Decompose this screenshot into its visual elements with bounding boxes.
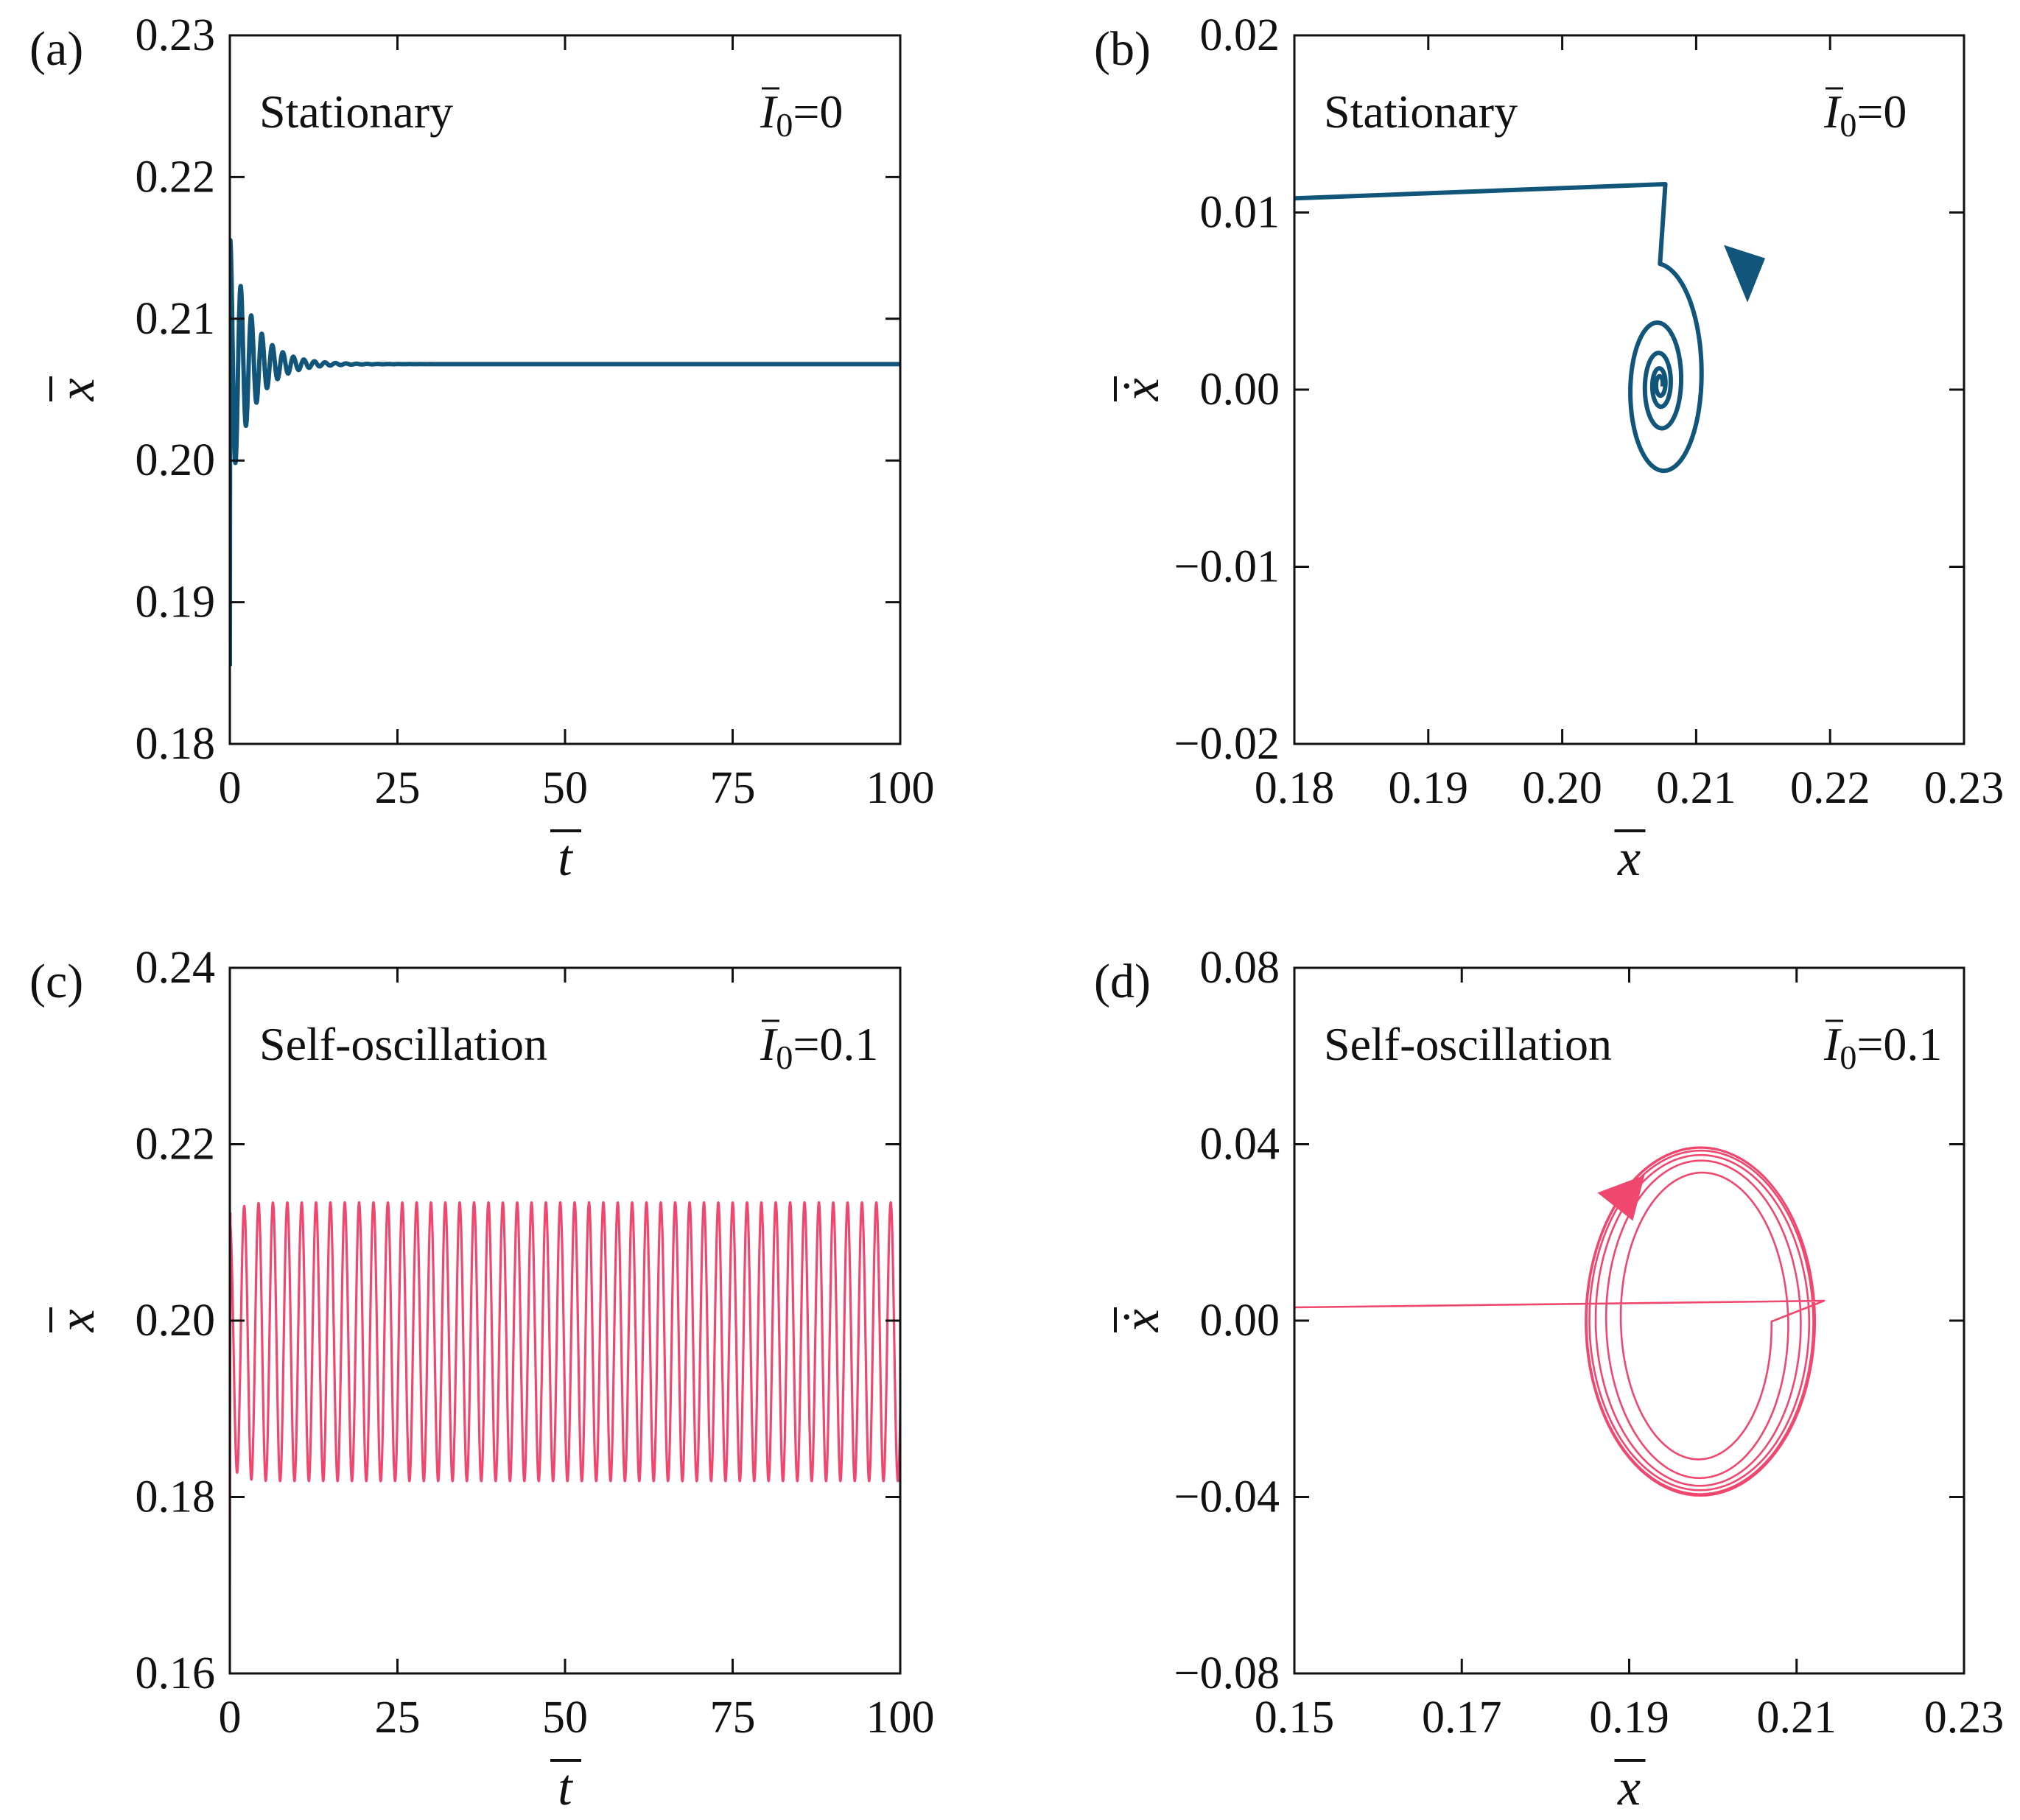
y-tick-label: 0.18	[136, 1472, 216, 1522]
param-label: I0=0.1	[1823, 1018, 1942, 1076]
x-tick-label: 0.23	[1924, 1693, 2005, 1743]
y-tick-label: 0.04	[1200, 1120, 1280, 1170]
y-axis-title: x	[49, 378, 105, 401]
x-tick-label: 25	[375, 1693, 421, 1743]
x-tick-label: 100	[866, 763, 935, 813]
panel-label: (a)	[29, 22, 83, 76]
y-axis-title: ẋ	[1113, 378, 1170, 401]
x-tick-label: 50	[542, 763, 588, 813]
x-tick-label: 75	[710, 1693, 756, 1743]
y-tick-label: 0.08	[1200, 943, 1280, 993]
y-axis-title: ẋ	[1113, 1309, 1170, 1332]
x-tick-label: 0.23	[1924, 763, 2005, 813]
x-axis-title: x	[1617, 830, 1641, 887]
y-tick-label: 0.02	[1200, 10, 1280, 60]
x-tick-label: 0	[219, 1693, 242, 1743]
direction-arrow	[1597, 1175, 1645, 1221]
y-tick-label: 0.22	[136, 1120, 216, 1170]
y-tick-label: 0.23	[136, 10, 216, 60]
plot-frame	[1293, 966, 1965, 1675]
x-tick-label: 0.19	[1389, 763, 1469, 813]
y-axis-title: x	[49, 1309, 105, 1332]
x-tick-label: 0	[219, 763, 242, 813]
y-tick-label: 0.24	[136, 943, 216, 993]
panel-b: 0.18 0.19 0.20 0.21 0.22 0.23 −0.02 −0.01 0.00 0.…	[1094, 10, 2004, 887]
y-axis-title-group: x	[49, 1307, 105, 1333]
x-tick-label: 0.21	[1656, 763, 1736, 813]
regime-label: Self-oscillation	[1324, 1018, 1612, 1070]
x-axis-title: t	[558, 830, 573, 887]
param-label: I0=0.1	[760, 1018, 878, 1076]
y-tick-label: 0.18	[136, 719, 216, 769]
x-tick-label: 0.20	[1522, 763, 1602, 813]
y-axis-title-group: ẋ	[1113, 376, 1170, 402]
y-tick-label: 0.01	[1200, 188, 1280, 238]
x-tick-label: 0.17	[1422, 1693, 1502, 1743]
x-axis-title: x	[1617, 1760, 1641, 1816]
y-tick-label: 0.19	[136, 577, 216, 628]
y-tick-label: 0.21	[136, 294, 216, 344]
regime-label: Stationary	[259, 85, 453, 138]
series-line	[1294, 182, 1704, 474]
y-tick-label: −0.01	[1174, 542, 1280, 592]
y-axis-title-group: x	[49, 376, 105, 402]
param-label: I0=0	[760, 85, 843, 144]
series-line	[230, 1201, 900, 1586]
y-axis-title-group: ẋ	[1113, 1307, 1170, 1333]
y-tick-label: 0.22	[136, 152, 216, 202]
y-tick-label: 0.00	[1200, 1296, 1280, 1346]
x-tick-label: 0.22	[1790, 763, 1870, 813]
regime-label: Self-oscillation	[259, 1018, 547, 1070]
regime-label: Stationary	[1324, 85, 1518, 138]
y-tick-label: 0.16	[136, 1648, 216, 1698]
x-tick-label: 50	[542, 1693, 588, 1743]
series-line	[1294, 1146, 1826, 1497]
y-tick-label: −0.08	[1174, 1648, 1280, 1698]
x-tick-label: 0.18	[1255, 763, 1335, 813]
panel-c: 0 25 50 75 100 0.16 0.18 0.20 0.22 0.24 (c) Self-os…	[29, 943, 935, 1816]
param-label: I0=0	[1823, 85, 1907, 144]
panel-d: 0.15 0.17 0.19 0.21 0.23 −0.08 −0.04 0.00 0.04 0.…	[1094, 943, 2004, 1816]
x-tick-label: 0.19	[1589, 1693, 1669, 1743]
series-line	[230, 238, 900, 667]
direction-arrow	[1724, 245, 1766, 303]
y-tick-label: 0.20	[136, 435, 216, 485]
y-tick-label: −0.02	[1174, 719, 1280, 769]
x-axis-title: t	[558, 1760, 573, 1816]
y-tick-label: 0.20	[136, 1296, 216, 1346]
plot-frame	[228, 966, 902, 1675]
x-tick-label: 0.21	[1757, 1693, 1837, 1743]
y-tick-label: −0.04	[1174, 1472, 1280, 1522]
x-tick-label: 0.15	[1255, 1693, 1335, 1743]
panel-label: (d)	[1094, 955, 1151, 1008]
plot-frame	[228, 34, 902, 745]
panel-label: (b)	[1094, 22, 1151, 76]
x-tick-label: 25	[375, 763, 421, 813]
panel-a: 0 25 50 75 100 0.18 0.19 0.20 0.21 0.22 0.23 (a) Sta…	[29, 10, 935, 887]
x-tick-label: 100	[866, 1693, 935, 1743]
y-tick-label: 0.00	[1200, 365, 1280, 415]
panel-label: (c)	[29, 955, 83, 1008]
x-tick-label: 75	[710, 763, 756, 813]
